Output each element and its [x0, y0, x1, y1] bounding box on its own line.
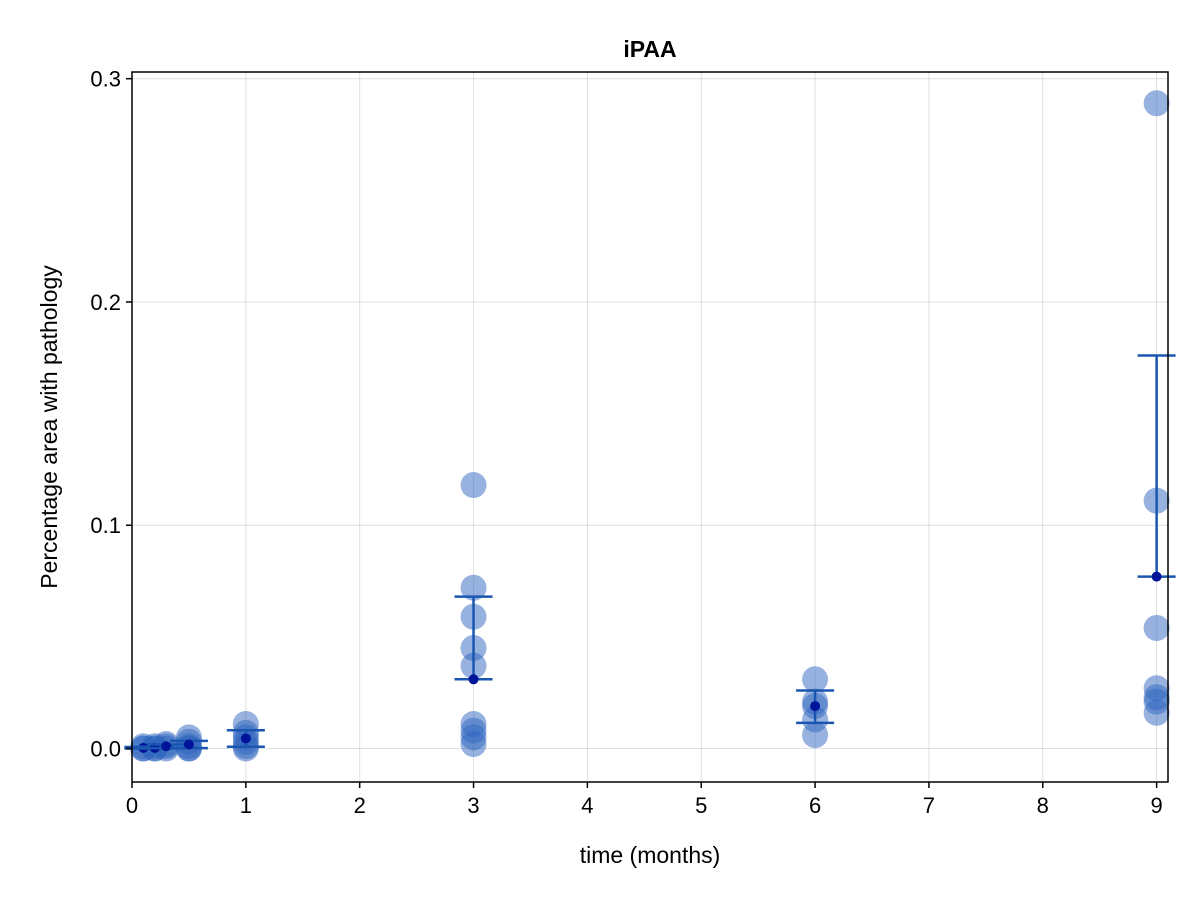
- mean-marker: [183, 739, 194, 750]
- y-tick-label: 0.3: [90, 67, 121, 92]
- mean-marker: [468, 674, 479, 685]
- data-point: [1143, 699, 1170, 726]
- mean-marker: [161, 741, 172, 752]
- x-tick-label: 2: [354, 793, 366, 818]
- x-tick-label: 0: [126, 793, 138, 818]
- y-axis-label: Percentage area with pathology: [36, 265, 62, 589]
- mean-marker: [810, 701, 821, 712]
- data-point: [460, 574, 487, 601]
- chart-title: iPAA: [623, 36, 676, 62]
- x-tick-label: 1: [240, 793, 252, 818]
- data-point: [460, 731, 487, 758]
- x-tick-label: 9: [1150, 793, 1162, 818]
- mean-marker: [1151, 571, 1162, 582]
- plot-frame: [131, 71, 1169, 783]
- y-tick-label: 0.2: [90, 290, 121, 315]
- data-point: [802, 666, 829, 693]
- axis-ticks: 0 1 2 3 4 5 6 7 8 9 0.0 0.1 0.2 0.3: [90, 67, 1162, 818]
- grid-lines: [131, 72, 1168, 782]
- y-tick-label: 0.1: [90, 513, 121, 538]
- data-point: [1143, 614, 1170, 641]
- x-tick-label: 8: [1037, 793, 1049, 818]
- data-point: [460, 472, 487, 499]
- error-bars: [124, 354, 1176, 753]
- x-tick-label: 3: [467, 793, 479, 818]
- y-tick-label: 0.0: [90, 737, 121, 762]
- x-tick-label: 6: [809, 793, 821, 818]
- data-point: [802, 722, 829, 749]
- data-point: [232, 735, 259, 762]
- x-tick-label: 4: [581, 793, 593, 818]
- x-axis-label: time (months): [580, 842, 721, 868]
- data-points: [130, 90, 1170, 762]
- x-tick-label: 7: [923, 793, 935, 818]
- data-point: [1143, 90, 1170, 117]
- mean-marker: [240, 733, 251, 744]
- x-tick-label: 5: [695, 793, 707, 818]
